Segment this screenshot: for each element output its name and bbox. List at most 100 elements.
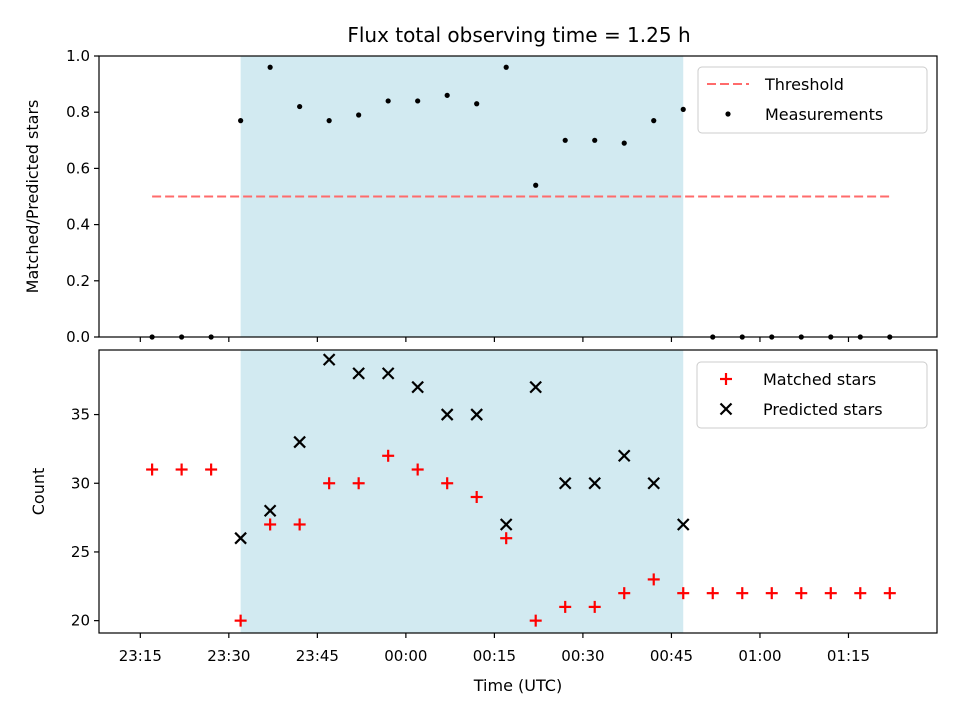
count-x-ticks: 23:15 23:30 23:45 00:00 00:15 00:30 00:45 01:00… xyxy=(119,633,870,665)
y-tick-label: 0.8 xyxy=(66,103,90,121)
matched-star-point xyxy=(765,587,778,600)
legend-matched-label: Matched stars xyxy=(763,370,876,389)
x-tick-label: 01:00 xyxy=(738,647,781,665)
predicted-star-point xyxy=(617,449,631,463)
matched-star-point xyxy=(500,532,513,545)
y-tick-label: 0.6 xyxy=(66,159,90,177)
y-tick-label: 0.0 xyxy=(66,328,90,346)
measurement-point xyxy=(326,118,332,124)
predicted-star-point xyxy=(352,367,365,380)
ratio-panel: 0.0 0.2 0.4 0.6 0.8 1.0 Matched/Predicted sta… xyxy=(23,47,938,346)
matched-star-point xyxy=(529,614,542,627)
count-y-axis-label: Count xyxy=(29,468,48,516)
y-tick-label: 20 xyxy=(71,612,90,630)
measurement-point xyxy=(297,103,303,110)
x-tick-label: 00:30 xyxy=(561,647,604,665)
x-tick-label: 00:15 xyxy=(473,647,516,665)
x-tick-label: 00:45 xyxy=(650,647,693,665)
predicted-star-point xyxy=(263,504,277,518)
matched-star-point xyxy=(234,614,247,627)
matched-star-point xyxy=(441,477,454,490)
ratio-observing-window-span xyxy=(240,56,684,337)
legend-measurements-label: Measurements xyxy=(765,105,883,124)
matched-star-point xyxy=(706,587,719,600)
measurement-point xyxy=(592,137,598,143)
count-legend: Matched stars Predicted stars xyxy=(696,361,928,429)
matched-star-point xyxy=(559,600,572,613)
measurement-point xyxy=(415,98,421,104)
legend-x-marker xyxy=(719,402,733,416)
predicted-star-points xyxy=(234,353,690,545)
matched-star-point xyxy=(618,587,631,600)
y-tick-label: 0.2 xyxy=(66,272,90,290)
predicted-star-point xyxy=(470,408,483,421)
predicted-star-point xyxy=(411,380,424,394)
matched-star-points xyxy=(146,449,896,627)
legend-matched-swatch xyxy=(720,373,732,385)
measurement-point xyxy=(267,64,273,70)
matched-star-point xyxy=(205,463,218,476)
ratio-x-ticks xyxy=(139,337,850,342)
predicted-star-point xyxy=(322,353,336,366)
count-legend-box xyxy=(696,361,928,429)
predicted-star-point xyxy=(529,380,542,394)
ratio-y-axis-label: Matched/Predicted stars xyxy=(23,100,42,294)
matched-star-point xyxy=(883,587,896,600)
matched-star-point xyxy=(677,587,690,600)
matched-star-point xyxy=(323,477,336,490)
measurement-point xyxy=(621,140,627,146)
legend-predicted-label: Predicted stars xyxy=(763,400,883,419)
matched-star-point xyxy=(352,477,365,490)
y-tick-label: 1.0 xyxy=(66,47,90,65)
matched-star-point xyxy=(824,587,837,600)
measurement-point xyxy=(444,92,450,98)
measurement-point xyxy=(474,101,480,107)
x-axis-label: Time (UTC) xyxy=(473,676,562,695)
matched-star-point xyxy=(293,518,306,531)
count-plot-frame xyxy=(98,349,938,634)
predicted-star-point xyxy=(293,435,306,449)
count-y-ticks: 20 25 30 35 xyxy=(71,406,99,630)
matched-star-point xyxy=(264,518,277,531)
y-tick-label: 30 xyxy=(71,474,90,492)
count-panel: 20 25 30 35 23:15 23:30 23:45 00:00 00:15 00:30 0… xyxy=(29,349,938,695)
x-tick-label: 23:45 xyxy=(296,647,339,665)
predicted-star-point xyxy=(440,408,454,421)
measurement-point xyxy=(385,98,391,104)
matched-star-point xyxy=(736,587,749,600)
predicted-star-point xyxy=(558,476,572,490)
predicted-star-point xyxy=(234,531,247,545)
measurement-point xyxy=(533,182,539,188)
predicted-star-point xyxy=(588,476,601,490)
x-tick-label: 23:15 xyxy=(119,647,162,665)
figure-title: Flux total observing time = 1.25 h xyxy=(347,23,690,47)
matched-star-point xyxy=(588,600,601,613)
measurement-point xyxy=(356,112,362,118)
matched-star-point xyxy=(175,463,188,476)
matched-star-point xyxy=(795,587,808,600)
y-tick-label: 0.4 xyxy=(66,216,90,234)
count-observing-window-span xyxy=(240,350,684,633)
matched-star-point xyxy=(647,573,660,586)
ratio-plot-frame xyxy=(98,55,938,338)
legend-threshold-label: Threshold xyxy=(764,75,844,94)
ratio-y-ticks: 0.0 0.2 0.4 0.6 0.8 1.0 xyxy=(66,47,99,346)
ratio-legend-box xyxy=(697,66,928,134)
x-tick-label: 00:00 xyxy=(384,647,427,665)
matched-star-point xyxy=(470,490,483,503)
ratio-legend: Threshold Measurements xyxy=(697,66,928,134)
predicted-star-point xyxy=(647,476,661,490)
predicted-star-point xyxy=(499,518,513,531)
predicted-star-point xyxy=(381,367,395,380)
matched-star-point xyxy=(854,587,867,600)
x-tick-label: 23:30 xyxy=(207,647,250,665)
predicted-star-point xyxy=(676,518,690,531)
measurement-point xyxy=(651,118,657,124)
y-tick-label: 25 xyxy=(71,543,90,561)
measurement-point xyxy=(238,118,244,124)
measurement-point xyxy=(680,106,686,112)
measurement-point xyxy=(562,137,568,143)
x-tick-label: 01:15 xyxy=(827,647,870,665)
legend-predicted-swatch xyxy=(719,402,733,416)
